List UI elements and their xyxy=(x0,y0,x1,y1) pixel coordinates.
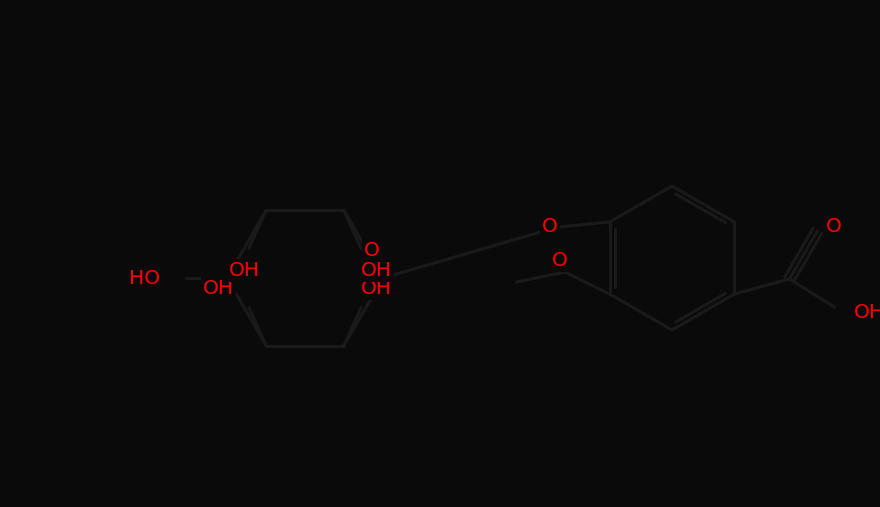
Text: O: O xyxy=(542,218,558,236)
Text: O: O xyxy=(552,250,568,270)
Text: OH: OH xyxy=(203,279,234,298)
Text: O: O xyxy=(363,241,379,260)
Text: OH: OH xyxy=(229,261,260,280)
Text: OH: OH xyxy=(854,303,880,321)
Text: O: O xyxy=(825,216,841,235)
Text: HO: HO xyxy=(128,269,160,287)
Text: OH: OH xyxy=(361,261,392,280)
Text: OH: OH xyxy=(361,279,392,298)
